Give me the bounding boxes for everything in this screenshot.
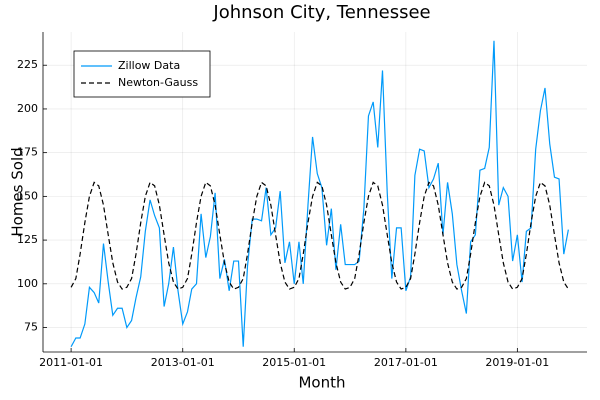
legend-label: Newton-Gauss: [118, 76, 198, 89]
x-axis-label: Month: [298, 374, 345, 392]
x-tick-label: 2015-01-01: [262, 356, 326, 369]
y-tick-label: 100: [17, 277, 38, 290]
y-tick-label: 150: [17, 189, 38, 202]
x-tick-label: 2013-01-01: [151, 356, 215, 369]
x-tick-label: 2011-01-01: [39, 356, 103, 369]
x-tick-label: 2017-01-01: [374, 356, 438, 369]
y-axis-label: Homes Sold: [9, 147, 27, 236]
legend-label: Zillow Data: [118, 59, 180, 72]
y-tick-label: 125: [17, 233, 38, 246]
chart-title: Johnson City, Tennessee: [212, 2, 430, 23]
y-tick-label: 75: [24, 321, 38, 334]
y-tick-label: 175: [17, 146, 38, 159]
y-tick-label: 200: [17, 102, 38, 115]
data-line: [70, 181, 569, 290]
legend-box: [73, 50, 211, 98]
x-tick-label: 2019-01-01: [485, 356, 549, 369]
data-line: [70, 40, 569, 348]
y-tick-label: 225: [17, 58, 38, 71]
